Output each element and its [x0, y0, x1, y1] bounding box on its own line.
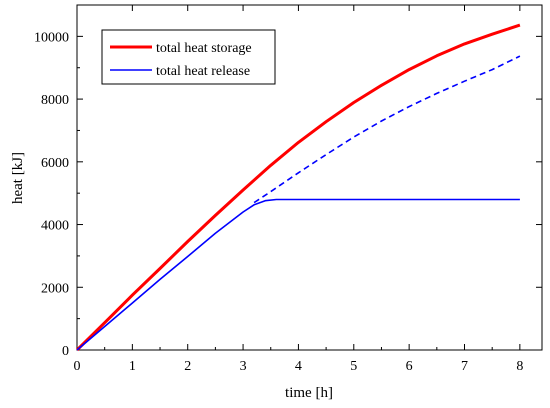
- x-tick-label: 1: [129, 359, 136, 374]
- y-axis-label: heat [kJ]: [10, 152, 26, 204]
- x-tick-label: 7: [461, 359, 468, 374]
- legend: total heat storage total heat release: [101, 29, 276, 85]
- series-total-heat-storage: [75, 23, 521, 352]
- y-tick-label: 8000: [41, 93, 69, 108]
- series-total-heat-release: [76, 198, 520, 351]
- legend-label-storage: total heat storage: [156, 41, 252, 56]
- y-tick-label: 2000: [41, 281, 69, 296]
- series-lines: [75, 23, 521, 352]
- series-heat-release-dashed: [253, 55, 521, 204]
- y-tick-label: 4000: [41, 219, 69, 234]
- x-tick-label: 2: [184, 359, 191, 374]
- plot-frame: [76, 4, 543, 351]
- x-tick-label: 3: [240, 359, 247, 374]
- axis-ticks: 0 1 2 3 4 5 6 7 8 0 2000 4000 6000 8000 10000: [34, 5, 542, 374]
- x-tick-label: 5: [350, 359, 357, 374]
- legend-label-release: total heat release: [156, 64, 250, 79]
- y-tick-label: 6000: [41, 156, 69, 171]
- x-tick-label: 0: [74, 359, 81, 374]
- x-tick-label: 8: [516, 359, 523, 374]
- y-tick-label: 0: [62, 344, 69, 359]
- y-tick-label: 10000: [34, 30, 69, 45]
- legend-box: [101, 29, 276, 85]
- x-tick-label: 6: [406, 359, 413, 374]
- x-axis-label: time [h]: [285, 385, 333, 401]
- x-tick-label: 4: [295, 359, 302, 374]
